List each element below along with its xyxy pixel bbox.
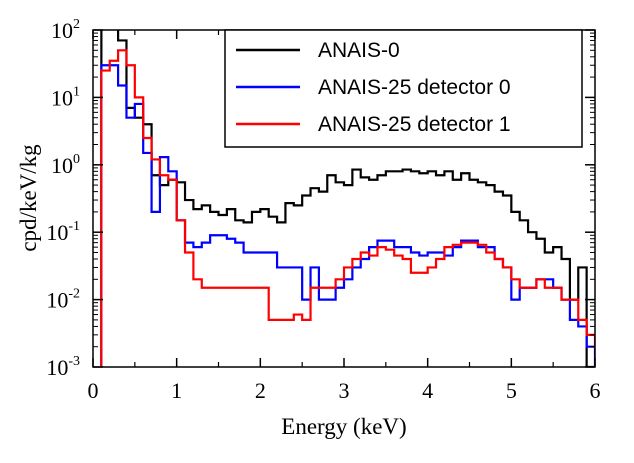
y-tick-label: 10-2 [46, 287, 80, 313]
series-line-3 [100, 49, 595, 367]
x-tick-label: 3 [339, 378, 350, 403]
y-tick-label: 101 [51, 84, 80, 110]
x-tick-label: 4 [422, 378, 433, 403]
y-tick-label: 10-3 [46, 354, 80, 380]
y-axis-title: cpd/keV/kg [16, 144, 41, 252]
series-layer [100, 30, 595, 367]
x-axis-title: Energy (keV) [281, 414, 406, 439]
legend: ANAIS-0 ANAIS-25 detector 0 ANAIS-25 detec… [224, 29, 583, 148]
legend-label-3: ANAIS-25 detector 1 [318, 113, 511, 136]
x-tick-label: 5 [506, 378, 517, 403]
legend-label-2: ANAIS-25 detector 0 [318, 76, 511, 99]
y-tick-label: 10-1 [46, 219, 80, 245]
legend-label-1: ANAIS-0 [318, 39, 400, 62]
y-tick-label: 102 [51, 17, 80, 43]
x-tick-label: 6 [590, 378, 601, 403]
series-line-1 [100, 30, 595, 367]
y-tick-label: 100 [51, 152, 80, 178]
x-tick-label: 1 [171, 378, 182, 403]
x-tick-label: 0 [88, 378, 99, 403]
x-tick-label: 2 [255, 378, 266, 403]
